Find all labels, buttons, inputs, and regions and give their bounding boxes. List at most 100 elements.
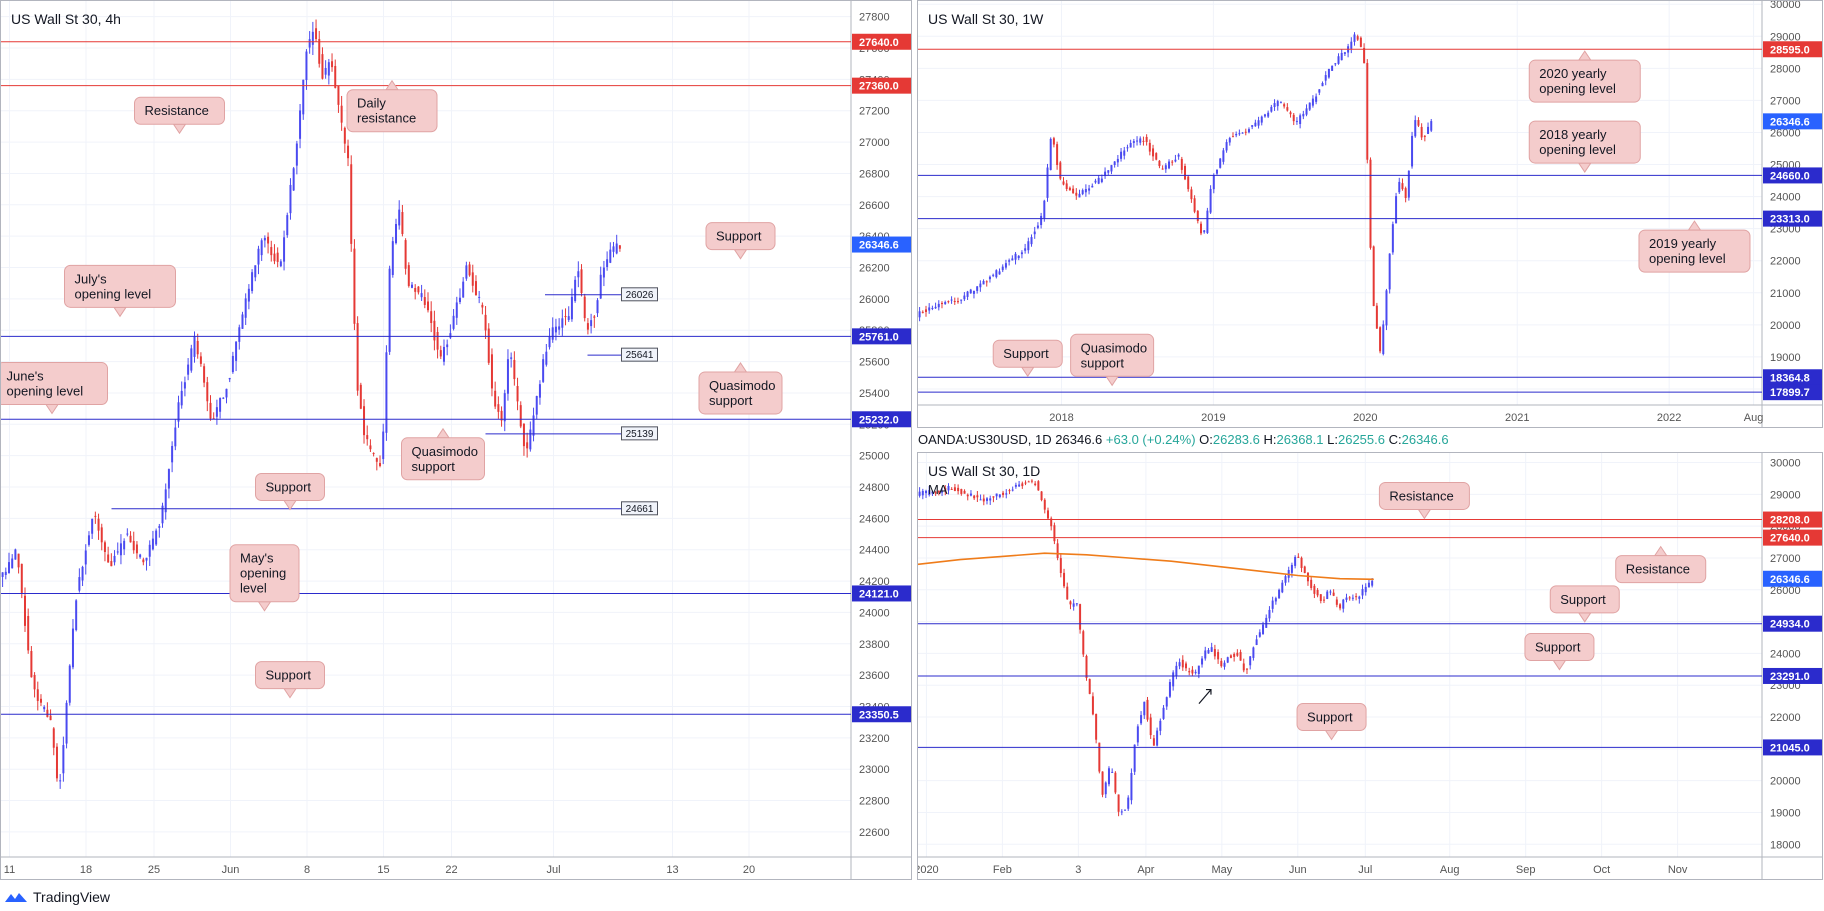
h4-candle-body <box>538 384 541 398</box>
w1-candle-body <box>1382 324 1385 355</box>
w1-candle-body <box>1158 160 1161 167</box>
d1-candle-body <box>1027 481 1030 483</box>
h4-candle-body <box>522 423 525 447</box>
h4-candle-body <box>369 445 372 450</box>
w1-candle-body <box>1084 189 1087 193</box>
h4-candle-body <box>570 296 573 320</box>
d1-candle-body <box>1197 665 1200 674</box>
d1-candle-body <box>1351 597 1354 599</box>
h4-callout-box <box>698 371 783 415</box>
d1-chart-svg[interactable]: 1800019000200002100022000230002400025000… <box>918 453 1823 880</box>
h4-candle-body <box>449 333 452 338</box>
info-close-label: C: <box>1388 432 1402 447</box>
h4-x-tick-label: Jul <box>546 864 560 876</box>
w1-candle-body <box>1123 150 1126 156</box>
d1-candle-body <box>1043 499 1046 510</box>
w1-candle-body <box>1305 108 1308 115</box>
h4-candle-body <box>177 402 180 422</box>
h4-candle-body <box>27 616 30 651</box>
w1-level-tag-label: 23313.0 <box>1770 214 1810 226</box>
w1-candle-body <box>1302 113 1305 117</box>
d1-candle-body <box>1271 600 1274 609</box>
h4-x-tick-label: 15 <box>377 864 389 876</box>
w1-candle-body <box>1107 170 1110 173</box>
h4-candle-body <box>49 715 52 721</box>
w1-callout-text: opening level <box>1649 251 1726 266</box>
d1-y-tick-label: 29000 <box>1770 489 1801 501</box>
w1-candle-body <box>1020 252 1023 255</box>
w1-candle-body <box>995 270 998 278</box>
h4-level-tag-label: 27640.0 <box>859 37 899 49</box>
d1-x-tick-label: Apr <box>1137 864 1154 876</box>
tradingview-footer[interactable]: TradingView <box>4 889 110 905</box>
w1-candle-body <box>1011 258 1014 261</box>
d1-candle-body <box>1091 696 1094 715</box>
d1-x-tick-label: 3 <box>1075 864 1081 876</box>
w1-candle-body <box>1251 125 1254 127</box>
d1-chart-panel[interactable]: 1800019000200002100022000230002400025000… <box>917 452 1823 880</box>
h4-candle-body <box>474 281 477 296</box>
h4-y-tick-label: 23000 <box>859 764 890 776</box>
d1-x-tick-label: Sep <box>1516 864 1536 876</box>
h4-candle-body <box>442 346 445 362</box>
w1-candle-body <box>1145 136 1148 143</box>
h4-x-tick-label: 18 <box>80 864 92 876</box>
h4-y-tick-label: 23800 <box>859 639 890 651</box>
h4-candle-body <box>564 316 567 318</box>
w1-y-tick-label: 28000 <box>1770 63 1801 75</box>
h4-candle-body <box>235 341 238 361</box>
h4-callout-box <box>229 544 300 603</box>
h4-candle-body <box>497 404 500 412</box>
w1-candle-body <box>1206 210 1209 234</box>
w1-candle-body <box>1081 190 1084 195</box>
h4-candle-body <box>462 281 465 298</box>
d1-price-tag-label: 26346.6 <box>1770 574 1810 586</box>
h4-callout: Support <box>255 661 325 699</box>
d1-x-tick-label: May <box>1211 864 1232 876</box>
d1-candle-body <box>934 492 937 494</box>
h4-candle-body <box>263 237 266 241</box>
w1-candle-body <box>1283 104 1286 107</box>
h4-candle-body <box>65 702 68 744</box>
h4-candle-body <box>225 388 228 398</box>
h4-candle-body <box>423 297 426 305</box>
d1-candle-body <box>1323 599 1326 601</box>
h4-y-tick-label: 23600 <box>859 670 890 682</box>
w1-chart-panel[interactable]: 1800019000200002100022000230002400025000… <box>917 0 1823 428</box>
w1-candle-body <box>1065 183 1068 189</box>
w1-chart-svg[interactable]: 1800019000200002100022000230002400025000… <box>918 1 1823 428</box>
info-symbol: OANDA:US30USD, 1D <box>918 432 1052 447</box>
h4-candle-body <box>145 557 148 561</box>
w1-candle-body <box>1168 161 1171 169</box>
w1-candle-body <box>1126 147 1129 149</box>
d1-candle-body <box>1181 659 1184 668</box>
d1-candle-body <box>1021 483 1024 487</box>
h4-candle-body <box>167 469 170 489</box>
d1-candle-body <box>1358 596 1361 599</box>
w1-candle-body <box>1308 102 1311 110</box>
d1-chart-title: US Wall St 30, 1D <box>928 463 1041 479</box>
h4-level-box-label: 26026 <box>626 290 654 301</box>
h4-x-tick-label: 13 <box>666 864 678 876</box>
h4-candle-body <box>30 651 33 678</box>
h4-candle-body <box>84 550 87 565</box>
d1-candle-body <box>918 491 921 496</box>
w1-y-tick-label: 29000 <box>1770 31 1801 43</box>
h4-candle-body <box>52 728 55 748</box>
d1-candle-body <box>1140 715 1143 724</box>
w1-candle-body <box>1094 180 1097 183</box>
h4-candle-body <box>279 261 282 267</box>
w1-candle-body <box>1014 253 1017 260</box>
h4-candle-body <box>187 364 190 375</box>
h4-chart-panel[interactable]: 2260022800230002320023400236002380024000… <box>0 0 912 880</box>
w1-candle-body <box>944 302 947 305</box>
h4-candle-body <box>91 518 94 534</box>
w1-callout-box <box>1528 120 1641 164</box>
h4-chart-svg[interactable]: 2260022800230002320023400236002380024000… <box>1 1 912 880</box>
h4-candle-body <box>372 453 375 455</box>
d1-price-tag <box>1763 570 1822 587</box>
h4-callout-tail <box>733 249 748 260</box>
w1-callout-tail <box>1577 162 1592 173</box>
